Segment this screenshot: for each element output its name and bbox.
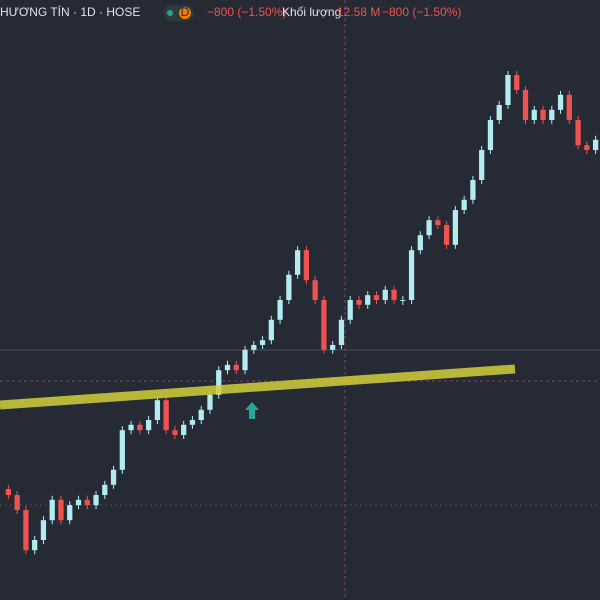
badge: D bbox=[181, 5, 190, 19]
candle bbox=[181, 424, 187, 435]
candle bbox=[251, 345, 257, 350]
candle bbox=[356, 300, 362, 305]
candle bbox=[549, 109, 555, 120]
candle bbox=[408, 250, 415, 300]
candle bbox=[242, 349, 248, 371]
candle bbox=[435, 220, 441, 225]
candle bbox=[145, 420, 152, 431]
candle bbox=[163, 400, 169, 431]
candle bbox=[584, 145, 590, 150]
candle bbox=[338, 319, 345, 345]
candle bbox=[514, 75, 520, 90]
candle bbox=[575, 120, 581, 146]
candle bbox=[189, 420, 196, 425]
candle bbox=[119, 430, 125, 470]
candle bbox=[479, 150, 485, 180]
candle bbox=[347, 300, 353, 320]
candle bbox=[330, 345, 336, 350]
candle bbox=[373, 295, 380, 300]
candle bbox=[461, 199, 467, 210]
candle bbox=[14, 495, 20, 510]
up-arrow bbox=[245, 402, 259, 419]
candle bbox=[540, 109, 546, 120]
candle bbox=[400, 300, 406, 301]
candle bbox=[216, 370, 222, 395]
candle bbox=[259, 340, 266, 345]
symbol: HƯƠNG TÍN · 1D · HOSE bbox=[0, 4, 140, 19]
candle bbox=[312, 280, 318, 300]
trend-line bbox=[0, 364, 516, 410]
change: −800 (−1.50%) bbox=[207, 5, 286, 19]
candle bbox=[137, 424, 143, 431]
candle bbox=[198, 409, 204, 420]
status-dot bbox=[167, 10, 173, 16]
candle bbox=[566, 94, 572, 120]
candle bbox=[382, 289, 388, 300]
candle bbox=[417, 235, 423, 251]
candle bbox=[110, 469, 117, 485]
candle bbox=[557, 94, 564, 110]
candle bbox=[49, 499, 55, 521]
candle bbox=[154, 400, 161, 420]
candle bbox=[443, 225, 450, 245]
candles bbox=[5, 71, 599, 555]
candle bbox=[23, 510, 29, 551]
candle bbox=[128, 424, 134, 431]
candle bbox=[75, 499, 82, 506]
candle bbox=[5, 489, 12, 495]
candle bbox=[470, 180, 476, 200]
candle bbox=[40, 520, 47, 540]
candle bbox=[303, 250, 310, 281]
candle bbox=[277, 300, 283, 320]
candle bbox=[207, 394, 213, 410]
candle bbox=[496, 105, 502, 120]
candle bbox=[391, 289, 397, 300]
candle bbox=[487, 120, 494, 150]
candle bbox=[286, 274, 292, 300]
candle bbox=[224, 364, 231, 371]
candle bbox=[294, 250, 301, 275]
candle bbox=[531, 109, 537, 120]
candle bbox=[84, 499, 90, 506]
candle bbox=[321, 300, 327, 350]
candle bbox=[102, 484, 108, 495]
candle bbox=[32, 540, 38, 551]
candle bbox=[365, 295, 371, 305]
candle bbox=[505, 75, 511, 105]
candle bbox=[426, 220, 432, 236]
candle bbox=[592, 139, 599, 150]
candle bbox=[268, 319, 274, 341]
candle bbox=[522, 90, 529, 120]
candle bbox=[67, 505, 73, 521]
volume-change: −800 (−1.50%) bbox=[382, 5, 461, 19]
candle bbox=[172, 430, 178, 435]
candle bbox=[233, 364, 239, 371]
candle bbox=[93, 495, 99, 506]
candle bbox=[452, 210, 459, 245]
volume-label: Khối lượng bbox=[282, 5, 341, 19]
badge-circle bbox=[179, 7, 191, 19]
volume: 12.58 M bbox=[337, 5, 380, 19]
candle bbox=[58, 499, 64, 521]
